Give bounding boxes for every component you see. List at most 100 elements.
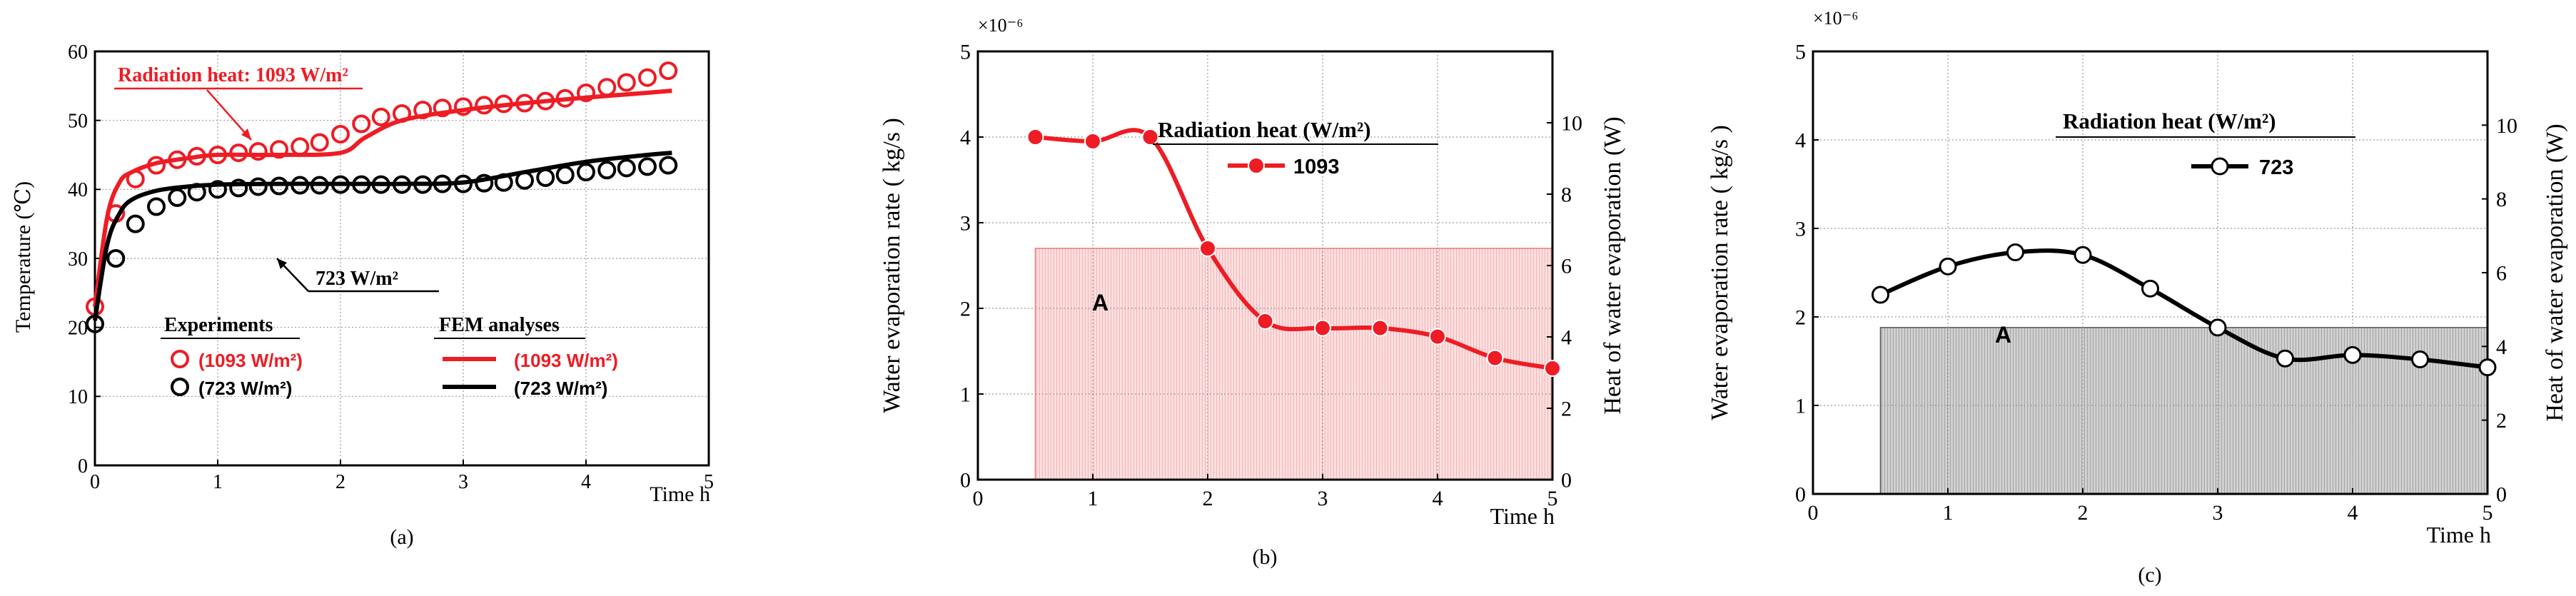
x-tick-label: 4 bbox=[1433, 487, 1443, 510]
arrowhead bbox=[241, 128, 251, 140]
y2-tick-label: 2 bbox=[1561, 398, 1572, 421]
data-point bbox=[248, 177, 268, 196]
data-point bbox=[2074, 246, 2092, 264]
y2-tick-label: 10 bbox=[1561, 112, 1582, 136]
data-point bbox=[126, 214, 145, 233]
series-line bbox=[1879, 248, 2488, 370]
data-point bbox=[2006, 243, 2024, 261]
data-point bbox=[1429, 328, 1446, 345]
legend-title: Radiation heat (W/m²) bbox=[2063, 108, 2276, 133]
data-point bbox=[2276, 349, 2294, 368]
legend-marker bbox=[2211, 157, 2229, 176]
x-tick-label: 0 bbox=[1808, 501, 1819, 525]
legend: Radiation heat (W/m²) 723 bbox=[2056, 108, 2355, 179]
series-line bbox=[93, 89, 672, 308]
legend-experiments-title: Experiments bbox=[164, 314, 273, 336]
x-tick-label: 0 bbox=[90, 471, 100, 493]
data-point bbox=[1371, 319, 1389, 337]
data-point bbox=[638, 68, 657, 87]
data-point bbox=[2478, 358, 2497, 377]
annotation-leader bbox=[206, 89, 252, 141]
legend-marker-exp-1093 bbox=[171, 350, 189, 368]
legend: Radiation heat (W/m²) 1093 bbox=[1153, 117, 1438, 178]
y2-axis-label: Heat of water evaporation (W) bbox=[1600, 116, 1626, 414]
data-point bbox=[371, 107, 390, 126]
data-point bbox=[1256, 313, 1274, 330]
data-series bbox=[1026, 128, 1561, 377]
x-tick-label: 2 bbox=[1203, 487, 1213, 510]
data-point bbox=[597, 78, 617, 97]
area-label: A bbox=[1995, 322, 2011, 348]
y2-tick-label: 6 bbox=[2496, 262, 2507, 286]
x-tick-label: 5 bbox=[2482, 501, 2493, 525]
y2-tick-label: 6 bbox=[1561, 255, 1572, 278]
data-point bbox=[1026, 128, 1044, 146]
data-point bbox=[147, 197, 166, 216]
y-tick-label: 30 bbox=[68, 248, 88, 271]
data-point bbox=[106, 249, 126, 268]
x-tick-label: 5 bbox=[704, 471, 714, 493]
x-tick-label: 3 bbox=[1318, 487, 1328, 510]
y-tick-label: 5 bbox=[1795, 41, 1806, 64]
data-series bbox=[86, 61, 678, 333]
legend-fem-title: FEM analyses bbox=[439, 314, 560, 336]
legend-marker bbox=[1248, 157, 1265, 174]
y-tick-label: 1 bbox=[960, 383, 971, 407]
data-point bbox=[248, 142, 268, 161]
data-point bbox=[2208, 318, 2227, 337]
legend-exp-723: (723 W/m²) bbox=[198, 378, 292, 399]
y-axis-label: Water evaporation rate ( kg/s ) bbox=[879, 118, 905, 413]
panel-label: (c) bbox=[2138, 563, 2161, 587]
y2-tick-label: 8 bbox=[1561, 183, 1572, 207]
data-point bbox=[617, 158, 636, 178]
data-point bbox=[433, 99, 452, 118]
x-tick-label: 2 bbox=[335, 471, 345, 493]
data-point bbox=[229, 178, 248, 198]
grid bbox=[95, 51, 709, 465]
data-point bbox=[1199, 240, 1216, 257]
data-point bbox=[1939, 257, 1957, 276]
y-tick-label: 3 bbox=[960, 212, 971, 236]
y-tick-label: 40 bbox=[68, 179, 88, 201]
data-point bbox=[617, 73, 636, 92]
data-point bbox=[659, 156, 678, 175]
y-tick-label: 0 bbox=[960, 469, 971, 493]
y2-axis-label: Heat of water evaporation (W) bbox=[2542, 123, 2568, 421]
x-tick-label: 5 bbox=[1547, 487, 1558, 510]
legend-series-name: 723 bbox=[2259, 156, 2293, 179]
y2-tick-label: 0 bbox=[2496, 483, 2507, 507]
data-point bbox=[659, 61, 678, 81]
panel-label: (a) bbox=[390, 525, 413, 549]
data-point bbox=[1544, 360, 1561, 377]
legend-fem-723: (723 W/m²) bbox=[514, 378, 607, 399]
legend-title: Radiation heat (W/m²) bbox=[1158, 117, 1371, 142]
data-point bbox=[475, 173, 494, 193]
label-723-annotation: 723 W/m² bbox=[315, 268, 398, 290]
x-tick-label: 1 bbox=[1943, 501, 1954, 525]
y-tick-label: 0 bbox=[78, 455, 88, 478]
x-axis-label: Time h bbox=[650, 483, 710, 506]
data-point bbox=[2343, 345, 2362, 364]
y2-tick-label: 4 bbox=[2496, 335, 2507, 359]
arrowhead bbox=[277, 258, 287, 269]
y2-tick-label: 10 bbox=[2496, 114, 2517, 138]
data-point bbox=[536, 168, 555, 187]
data-point bbox=[1141, 128, 1159, 146]
y-axis-label: Water evaporation rate ( kg/s ) bbox=[1707, 125, 1733, 420]
legend: Experiments (1093 W/m²) (723 W/m²) FEM a… bbox=[161, 314, 618, 399]
data-point bbox=[555, 166, 575, 185]
data-point bbox=[270, 140, 288, 159]
data-point bbox=[1314, 319, 1331, 337]
y-tick-label: 10 bbox=[68, 386, 88, 408]
y-tick-label: 4 bbox=[960, 126, 971, 150]
data-point bbox=[454, 97, 473, 116]
x-tick-label: 2 bbox=[2078, 501, 2088, 525]
grid bbox=[978, 51, 1552, 480]
series-line bbox=[1035, 128, 1553, 370]
y-tick-label: 5 bbox=[960, 41, 971, 64]
